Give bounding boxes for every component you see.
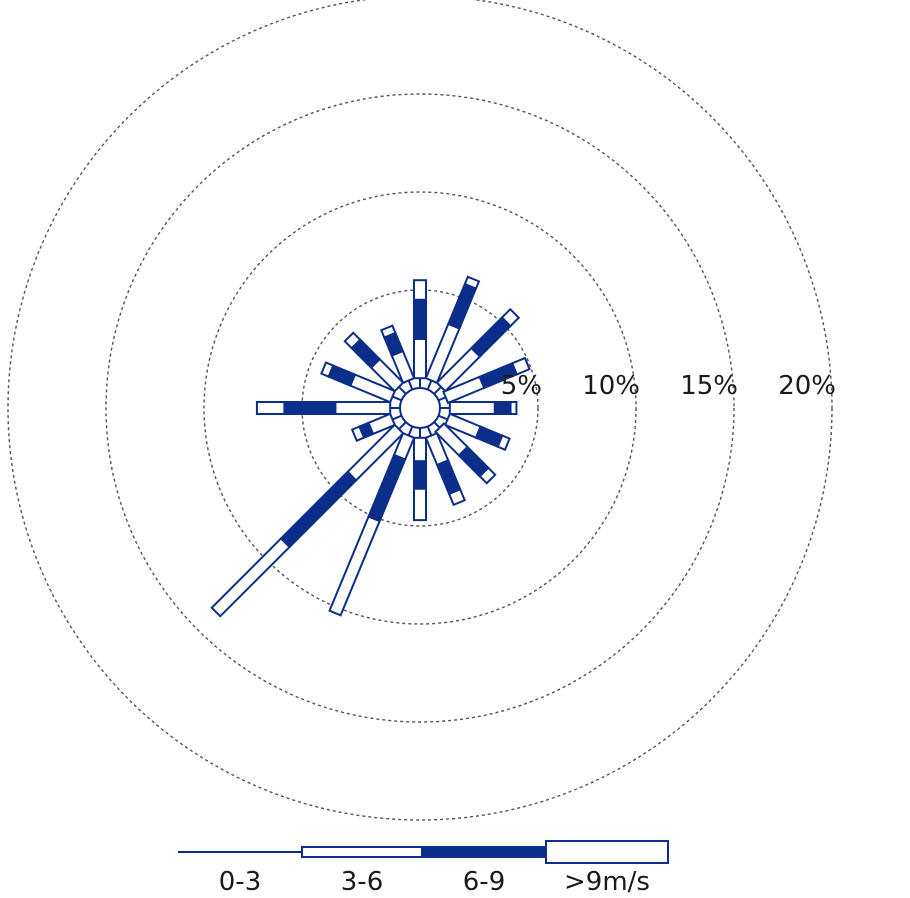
segment-3-6: [413, 436, 427, 463]
segment-6-9: [413, 460, 427, 490]
bar-E: [440, 401, 518, 415]
segment-9ms: [510, 356, 531, 376]
segment-0-3: [438, 396, 447, 402]
segment-9ms: [343, 331, 362, 350]
legend-label: 0-3: [219, 867, 261, 897]
legend-swatch-3-6: [301, 846, 423, 858]
segment-0-3: [398, 421, 407, 430]
segment-3-6: [413, 338, 427, 380]
segment-6-9: [435, 459, 462, 496]
legend-swatch-6-9: [421, 846, 547, 858]
ring-10%: [203, 191, 637, 625]
segment-9ms: [379, 324, 397, 339]
segment-9ms: [496, 434, 511, 452]
segment-9ms: [509, 401, 518, 415]
segment-6-9: [470, 316, 512, 358]
segment-3-6: [334, 401, 392, 415]
segment-9ms: [328, 515, 381, 617]
bar-NNW: [379, 324, 416, 390]
bar-SE: [433, 421, 497, 485]
ring-20%: [7, 0, 833, 821]
segment-0-3: [426, 426, 433, 436]
direction-bars: [210, 275, 531, 618]
segment-6-9: [283, 401, 337, 415]
legend-label: 6-9: [463, 867, 505, 897]
segment-9ms: [478, 466, 497, 485]
segment-0-3: [407, 426, 414, 436]
segment-6-9: [367, 453, 407, 523]
bar-SW: [210, 421, 407, 618]
segment-0-3: [426, 380, 433, 390]
bar-WSW: [350, 412, 402, 443]
segment-6-9: [493, 401, 512, 415]
bar-SSE: [424, 426, 467, 507]
segment-6-9: [413, 298, 427, 340]
bar-SSW: [328, 426, 416, 617]
ring-label: 15%: [680, 371, 738, 401]
legend-label: 3-6: [341, 867, 383, 897]
ring-group: [7, 0, 833, 821]
segment-0-3: [398, 386, 407, 395]
calm-circle: [399, 387, 441, 429]
segment-0-3: [438, 414, 448, 421]
legend-label: >9m/s: [564, 867, 650, 897]
segment-0-3: [407, 380, 414, 390]
segment-9ms: [255, 401, 286, 415]
segment-9ms: [413, 487, 427, 522]
bar-NNE: [424, 275, 481, 390]
segment-0-3: [392, 395, 402, 402]
bar-ESE: [438, 412, 511, 452]
segment-6-9: [447, 282, 478, 330]
segment-9ms: [500, 307, 521, 328]
segment-3-6: [448, 401, 496, 415]
segment-9ms: [210, 537, 291, 618]
segment-9ms: [320, 361, 335, 378]
legend-swatch-gt9: [545, 840, 669, 864]
ring-labels: 5% 10% 15% 20%: [501, 371, 836, 401]
segment-0-3: [433, 421, 441, 429]
segment-9ms: [413, 279, 427, 301]
bar-W: [255, 401, 400, 415]
ring-label: 5%: [501, 371, 542, 401]
segment-9ms: [447, 488, 467, 507]
legend: 0-3 3-6 6-9 >9m/s: [178, 840, 669, 897]
segment-9ms: [350, 425, 366, 443]
segment-9ms: [463, 275, 481, 290]
ring-15%: [105, 93, 735, 723]
bar-NW: [343, 331, 407, 395]
segment-6-9: [279, 470, 358, 549]
bar-N: [413, 279, 427, 388]
bar-ENE: [438, 356, 531, 405]
bar-WNW: [320, 361, 402, 404]
ring-label: 20%: [778, 371, 836, 401]
bar-S: [413, 428, 427, 522]
segment-0-3: [433, 386, 442, 395]
ring-label: 10%: [582, 371, 640, 401]
bar-NE: [433, 307, 521, 395]
ring-5%: [301, 289, 539, 527]
segment-0-3: [392, 414, 402, 421]
